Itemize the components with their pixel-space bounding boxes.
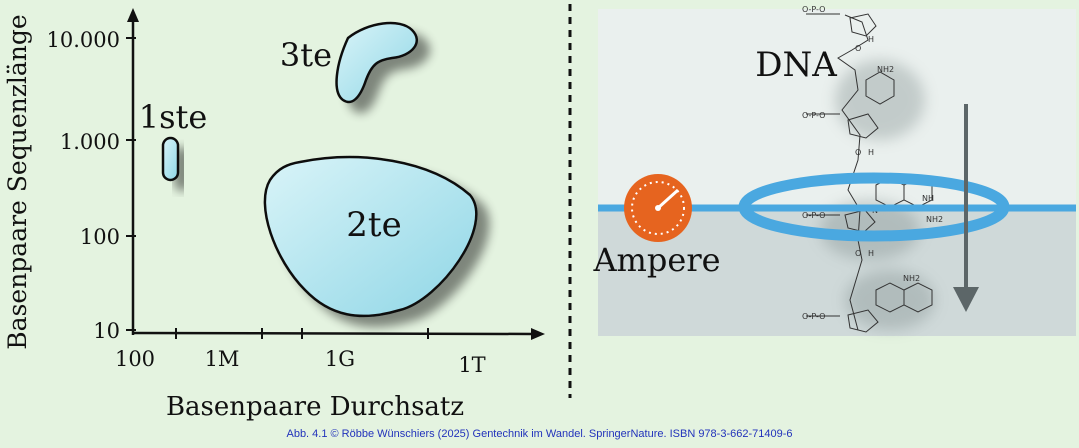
blob-label-1ste: 1ste — [139, 98, 208, 136]
blob-label-3te: 3te — [280, 36, 332, 74]
hydrogen-label: H — [868, 35, 874, 44]
blob-label-2te: 2te — [346, 205, 401, 245]
phosphate-label: O-P-O — [802, 111, 825, 120]
blob-second-generation — [263, 155, 478, 318]
nh-label: NH — [922, 194, 934, 203]
amine-label: NH2 — [903, 274, 920, 283]
dna-label: DNA — [755, 45, 837, 85]
y-axis-arrowhead — [127, 8, 139, 22]
y-ticks — [126, 37, 136, 331]
hydrogen-label: H — [868, 249, 874, 258]
x-tick-label: 100 — [115, 347, 155, 371]
dna-strand-drawing — [806, 13, 933, 333]
x-axis — [132, 331, 535, 336]
nanopore-ring-icon — [738, 172, 1010, 242]
figure-caption: Abb. 4.1 © Röbbe Wünschiers (2025) Gente… — [286, 428, 793, 440]
y-tick-label: 10.000 — [47, 28, 120, 52]
y-tick-label: 1.000 — [60, 130, 120, 154]
x-ticks — [175, 328, 429, 339]
down-arrow-icon — [953, 104, 979, 312]
sequencing-chart: 10.000 1.000 100 10 100 1M 1G 1T Basenpa… — [3, 8, 545, 422]
oxygen-label: O — [855, 44, 861, 53]
oxygen-label: O — [855, 249, 861, 258]
ampere-label: Ampere — [592, 241, 720, 279]
oxygen-label: O — [855, 148, 861, 157]
x-tick-label: 1T — [458, 353, 485, 377]
blob-third-generation — [335, 21, 418, 104]
phosphate-label: O-P-O — [802, 211, 825, 220]
amine-label: NH2 — [926, 215, 943, 224]
ammeter-gauge-icon — [624, 174, 692, 242]
phosphate-label: O-P-O — [802, 312, 825, 321]
y-tick-label: 10 — [93, 319, 120, 343]
hydrogen-label: H — [868, 148, 874, 157]
x-tick-label: 1M — [205, 347, 240, 371]
blob-first-generation — [161, 136, 180, 182]
x-tick-label: 1G — [325, 347, 355, 371]
x-axis-arrowhead — [531, 328, 545, 340]
y-tick-label: 100 — [80, 225, 120, 249]
x-axis-title: Basenpaare Durchsatz — [166, 392, 464, 422]
phosphate-label: O-P-O — [802, 5, 825, 14]
y-axis-title: Basenpaare Sequenzlänge — [3, 14, 32, 349]
nanopore-illustration: O-P-O O-P-O O-P-O O-P-O O O O H H H NH2 … — [592, 5, 1076, 336]
amine-label: NH2 — [877, 65, 894, 74]
